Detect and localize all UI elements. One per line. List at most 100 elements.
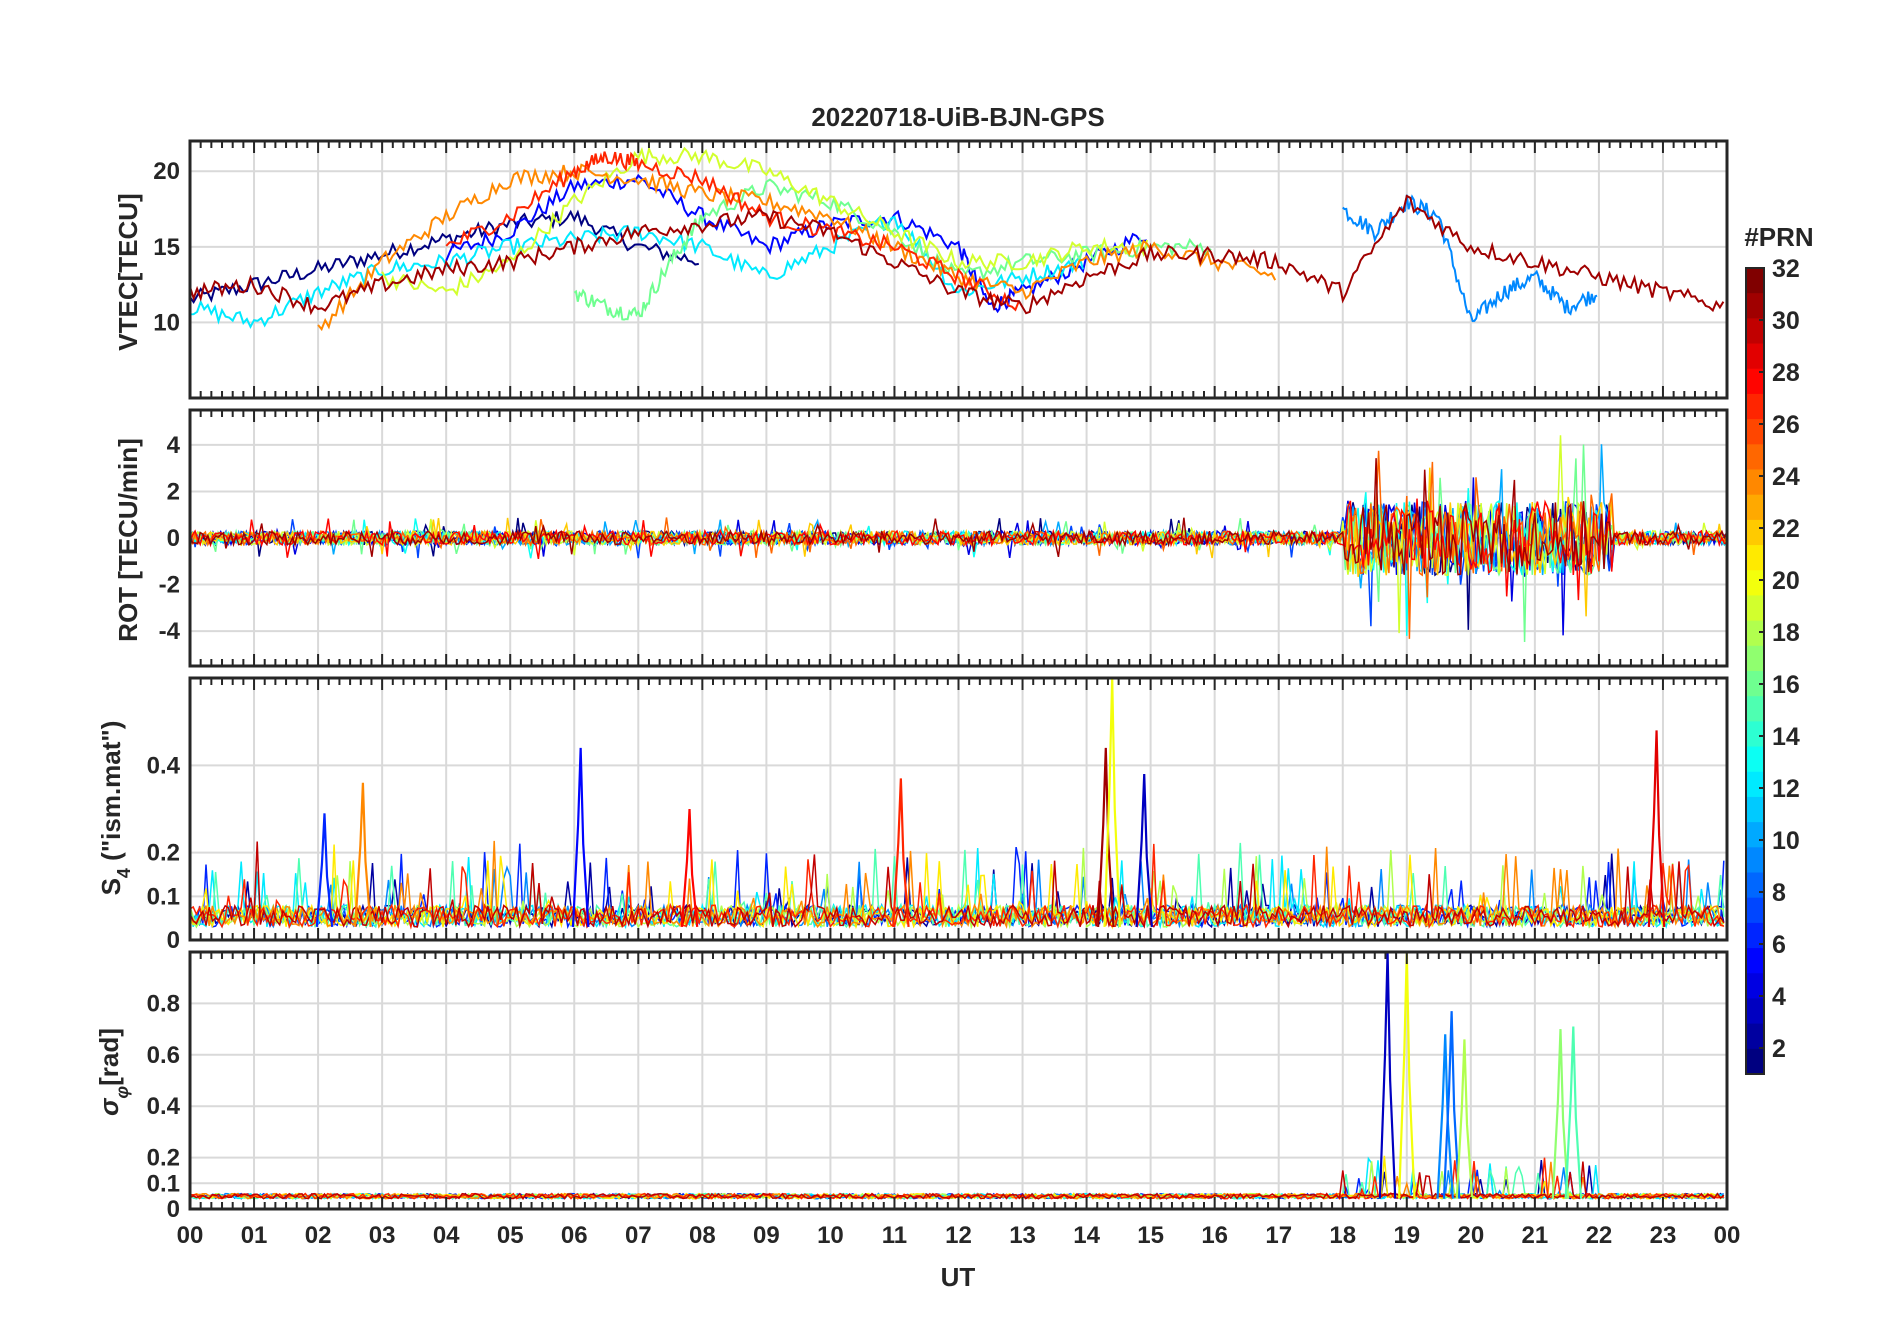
y-tick-label: 0.1 [147, 883, 180, 910]
vtec-panel: 10 15 20 [153, 139, 1729, 400]
y-tick-label: 2 [167, 478, 180, 505]
x-axis-label: UT [941, 1262, 976, 1292]
colorbar-tick-label: 4 [1772, 983, 1786, 1011]
colorbar-title: #PRN [1744, 222, 1813, 252]
colorbar-tick-label: 30 [1772, 307, 1800, 335]
vtec-series-line [381, 145, 1149, 297]
y-tick-label: 0 [167, 927, 180, 954]
colorbar-segment [1746, 368, 1764, 395]
colorbar-segment [1746, 721, 1764, 748]
x-tick-label: 09 [753, 1222, 780, 1249]
y-tick-label: 0.2 [147, 1145, 180, 1172]
colorbar-segment [1746, 771, 1764, 798]
data-lines [189, 435, 1728, 643]
colorbar-segment [1746, 998, 1764, 1025]
colorbar-segment [1746, 1023, 1764, 1050]
peak-spike [1097, 747, 1115, 927]
vtec-series-line [445, 151, 1020, 312]
x-tick-label: 00 [1714, 1222, 1741, 1249]
colorbar-segment [1746, 671, 1764, 697]
y-tick-label: -2 [159, 572, 180, 599]
x-tick-label: 15 [1137, 1222, 1164, 1249]
colorbar-segment [1746, 570, 1764, 597]
colorbar-segment [1746, 343, 1764, 370]
y-tick-label: 0.8 [147, 990, 180, 1017]
colorbar-segment [1746, 973, 1764, 1000]
peak-spike [680, 808, 699, 928]
colorbar-segment [1746, 872, 1764, 899]
y-tick-label: 20 [153, 158, 180, 185]
colorbar-tick-label: 28 [1772, 359, 1800, 387]
x-tick-label: 23 [1650, 1222, 1677, 1249]
x-tick-label: 16 [1201, 1222, 1228, 1249]
s4-panel: 0 0.1 0.2 0.4 [147, 676, 1729, 954]
rot-series-line [189, 458, 1728, 576]
colorbar-tick-label: 32 [1772, 255, 1800, 283]
x-tick-label: 20 [1457, 1222, 1484, 1249]
peak-spike [1564, 1026, 1583, 1199]
colorbar-segment [1746, 822, 1764, 848]
colorbar-tick-label: 22 [1772, 515, 1800, 543]
colorbar-segment [1746, 444, 1764, 471]
x-tick-label: 12 [945, 1222, 972, 1249]
s4-ylabel: S4 ("ism.mat") [96, 721, 134, 896]
y-tick-label: 0.2 [147, 840, 180, 867]
colorbar-tick-label: 16 [1772, 671, 1800, 699]
y-tick-label: 4 [167, 432, 181, 459]
colorbar-segment [1746, 318, 1764, 345]
vtec-series-line [317, 163, 1277, 332]
y-tick-label: 0.6 [147, 1042, 180, 1069]
x-tick-label: 14 [1073, 1222, 1100, 1249]
colorbar-tick-label: 8 [1772, 879, 1786, 907]
data-lines [189, 677, 1725, 930]
x-tick-label: 00 [177, 1222, 204, 1249]
colorbar-segment [1746, 595, 1764, 622]
peak-spike [1442, 1011, 1461, 1199]
colorbar-tick-label: 6 [1772, 931, 1786, 959]
y-tick-label: -4 [159, 618, 181, 645]
x-tick-label: 18 [1329, 1222, 1356, 1249]
colorbar-segment [1746, 545, 1764, 571]
colorbar-segment [1746, 897, 1764, 924]
rot-series-line [189, 435, 1728, 634]
y-tick-label: 0 [167, 525, 180, 552]
peak-spike [354, 782, 372, 927]
x-tick-label: 10 [817, 1222, 844, 1249]
x-tick-label: 03 [369, 1222, 396, 1249]
colorbar-segment [1746, 847, 1764, 874]
x-tick-label: 11 [882, 1222, 907, 1249]
data-lines [189, 145, 1725, 332]
colorbar-segment [1746, 519, 1764, 546]
y-tick-label: 10 [153, 309, 180, 336]
colorbar-segment [1746, 268, 1764, 294]
y-tick-label: 0.1 [147, 1170, 180, 1197]
colorbar-segment [1746, 696, 1764, 722]
x-tick-label: 22 [1586, 1222, 1613, 1249]
x-tick-label: 04 [433, 1222, 460, 1249]
peak-spike [1551, 1029, 1570, 1199]
x-tick-label: 19 [1393, 1222, 1420, 1249]
peak-spike [315, 813, 334, 928]
noise-series-line [189, 1157, 1724, 1200]
peak-spike [1647, 730, 1666, 927]
sigma-phi-panel: 00.10.2 0.4 0.6 0.8 00 01 02 03 04 05 06 07 08 09 10 11… [147, 950, 1741, 1249]
vtec-ylabel: VTEC[TECU] [113, 193, 143, 350]
vtec-series-line [1342, 194, 1598, 323]
colorbar-segment [1746, 469, 1764, 496]
colorbar-segment [1746, 922, 1764, 949]
vtec-series-line [573, 178, 1212, 321]
y-tick-label: 0.4 [147, 752, 181, 779]
y-tick-label: 0 [167, 1196, 180, 1223]
peak-spike [1436, 1034, 1454, 1199]
y-tick-label: 0.4 [147, 1093, 181, 1120]
y-tick-label: 15 [153, 234, 180, 261]
colorbar-segment [1746, 620, 1764, 647]
x-tick-label: 08 [689, 1222, 716, 1249]
noise-series-line [189, 841, 1725, 929]
vtec-series-line [189, 209, 699, 304]
colorbar-segment [1746, 419, 1764, 445]
colorbar-frame [1745, 267, 1765, 1075]
rot-series-line [189, 498, 1728, 601]
colorbar-tick-label: 12 [1772, 775, 1800, 803]
